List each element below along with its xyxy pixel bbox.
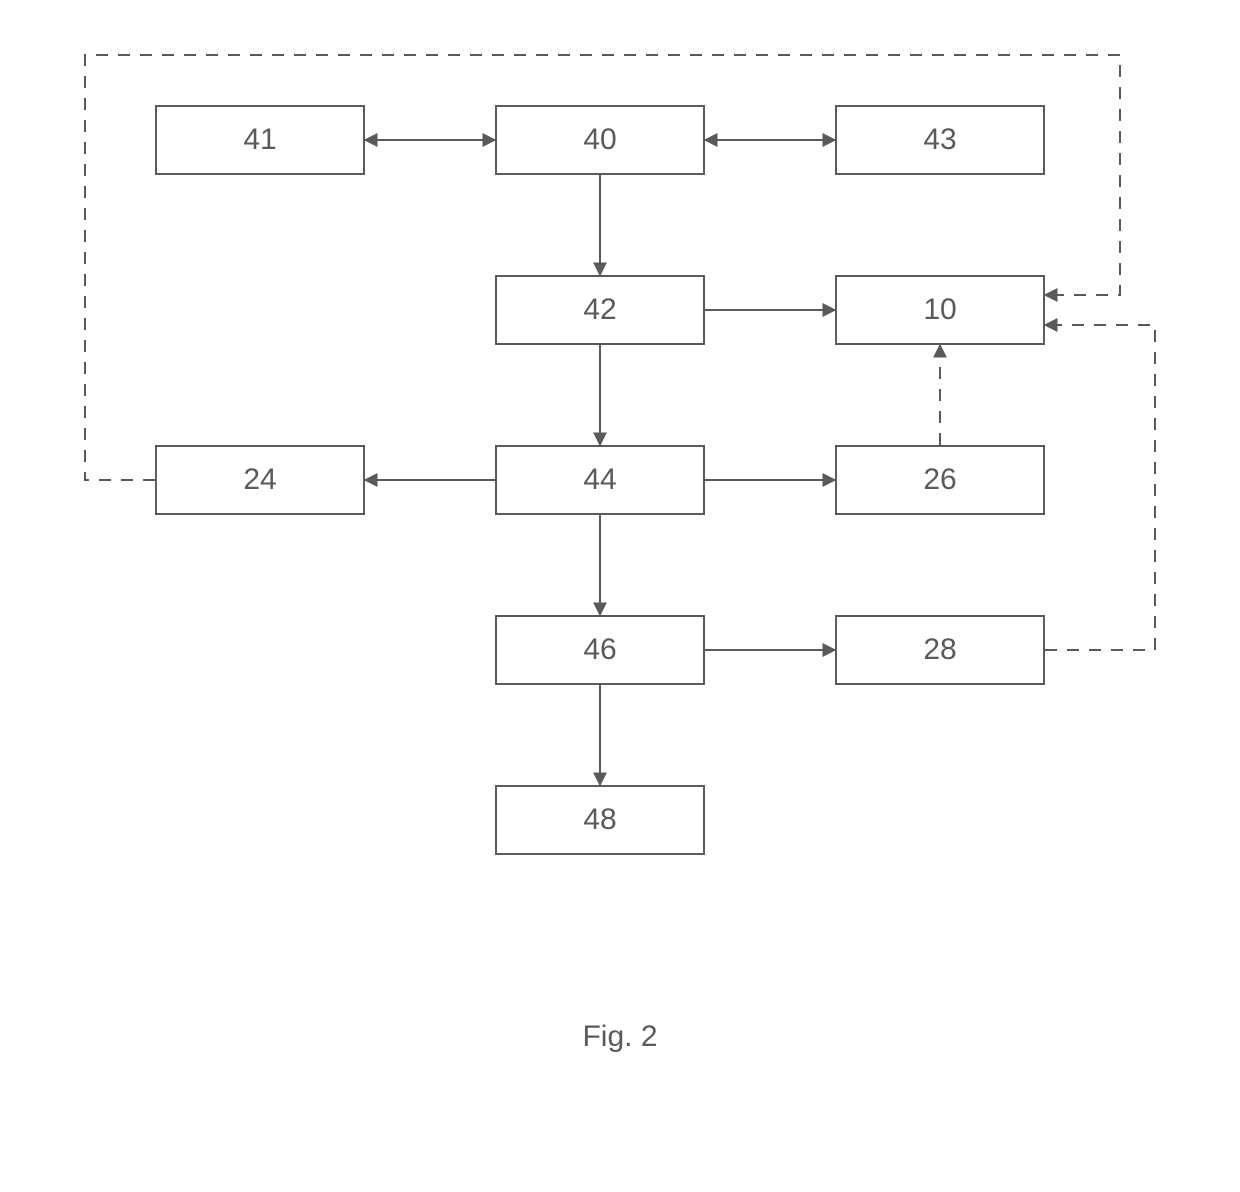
node-42-label: 42 [583, 293, 616, 327]
edges-layer [0, 0, 1240, 1192]
node-28: 28 [835, 615, 1045, 685]
node-41: 41 [155, 105, 365, 175]
node-24: 24 [155, 445, 365, 515]
node-28-label: 28 [923, 633, 956, 667]
node-43: 43 [835, 105, 1045, 175]
node-10: 10 [835, 275, 1045, 345]
node-26: 26 [835, 445, 1045, 515]
node-44-label: 44 [583, 463, 616, 497]
node-24-label: 24 [243, 463, 276, 497]
node-46-label: 46 [583, 633, 616, 667]
node-42: 42 [495, 275, 705, 345]
node-40: 40 [495, 105, 705, 175]
node-43-label: 43 [923, 123, 956, 157]
node-46: 46 [495, 615, 705, 685]
node-10-label: 10 [923, 293, 956, 327]
node-48-label: 48 [583, 803, 616, 837]
edge-28-10-dashed [1045, 325, 1155, 650]
node-26-label: 26 [923, 463, 956, 497]
node-44: 44 [495, 445, 705, 515]
figure-caption: Fig. 2 [0, 1020, 1240, 1054]
flowchart-canvas: 41 40 43 42 10 24 44 26 46 28 48 Fig. 2 [0, 0, 1240, 1192]
node-41-label: 41 [243, 123, 276, 157]
node-40-label: 40 [583, 123, 616, 157]
node-48: 48 [495, 785, 705, 855]
